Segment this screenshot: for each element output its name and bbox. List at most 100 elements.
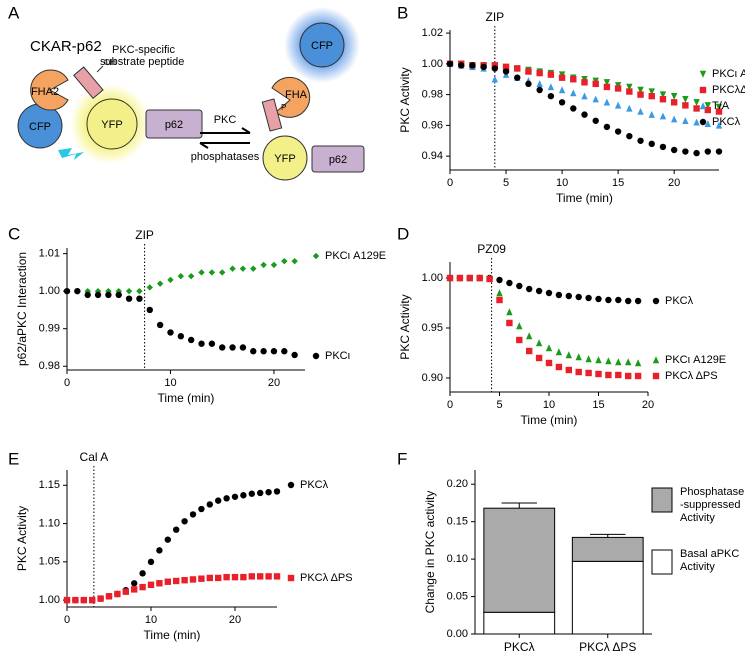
diagram: A CKAR-p62 CFP FHA2 OH PKC-specific subs… [8,3,365,181]
data-point [693,149,700,157]
data-point [693,99,700,107]
annotation: PZ09 [477,242,506,256]
legend-marker [652,297,660,305]
data-point [581,79,588,86]
data-point [634,359,642,367]
data-point [250,348,257,355]
data-point [231,493,239,500]
data-point [625,372,632,380]
panel-label: D [397,224,409,243]
panel-label: F [397,449,407,468]
bar-segment [571,536,644,562]
data-point [648,92,655,100]
data-point [648,88,655,96]
data-point [704,106,711,114]
data-point [555,291,563,299]
data-point [626,88,633,95]
data-point [603,83,611,91]
bar-segment [483,507,556,613]
error-bar [590,533,626,538]
data-point [198,269,205,276]
data-point [595,295,602,303]
data-point [240,492,247,499]
legend-label: Phosphatase -suppressed Activity [680,486,745,524]
data-point [97,595,104,602]
yfp [86,98,138,150]
data-point [670,99,678,106]
data-point [125,287,133,295]
data-point [585,369,592,377]
data-point [715,108,723,115]
data-point [535,287,543,295]
data-point [215,497,222,504]
y-tick-label: 1.00 [422,272,443,284]
data-point [502,68,510,75]
data-point [615,296,622,304]
data-point [603,79,611,87]
fha [30,69,69,111]
data-point [250,265,257,272]
x-tick-label: 10 [543,399,555,411]
data-point [229,344,236,351]
data-point [219,269,226,276]
yfp-label: YFP [101,119,122,131]
legend-marker [699,102,707,110]
arrow-label: PKC [214,114,237,126]
data-point [147,558,155,566]
x-tick-label: 10 [145,614,157,626]
data-point [131,586,138,593]
data-point [565,366,572,374]
y-tick-label: 0.94 [422,150,443,162]
data-point [181,577,188,584]
data-point [265,488,272,496]
diagram-title: CKAR-p62 [30,38,102,55]
y-tick-label: 0.96 [422,119,443,131]
legend-label: PKCι A129E [712,68,745,80]
y-tick-label: 1.01 [39,248,60,260]
data-point [614,101,622,109]
legend-marker [699,70,707,78]
panel-label: B [397,3,408,22]
data-point [122,588,129,595]
data-point [80,596,87,604]
data-point [469,62,476,69]
series [63,488,281,604]
data-point [281,348,288,355]
data-point [516,282,523,290]
data-point [575,293,582,301]
data-point [486,275,493,283]
legend-label: PKCλ ΔPS [300,572,353,584]
p-label: P [281,103,286,112]
x-tick-label: 5 [503,177,509,189]
data-point [626,104,633,112]
y-tick-label: 1.00 [422,58,443,70]
data-point [177,333,185,340]
legend-label: PKCλ [712,116,741,128]
y-tick-label: 1.02 [422,27,443,39]
data-point [187,336,195,344]
data-point [575,353,582,361]
data-point [173,526,180,533]
legend-marker [699,86,707,94]
data-point [139,570,146,577]
legend-marker [652,372,660,380]
p62-label: p62 [165,119,183,131]
data-point [273,488,281,495]
yfp [262,135,308,181]
data-point [164,578,171,585]
data-point [595,356,602,364]
data-point [626,132,633,140]
data-point [496,289,503,297]
data-point [208,340,216,347]
series [446,60,723,129]
data-point [558,99,566,106]
peptide [73,66,104,100]
legend-marker [287,481,295,489]
annotation: ZIP [135,228,154,242]
data-point [94,291,102,299]
legend-marker [312,352,320,360]
legend-label: PKCι [325,350,351,362]
peptide [261,98,283,132]
legend-marker [652,356,660,364]
